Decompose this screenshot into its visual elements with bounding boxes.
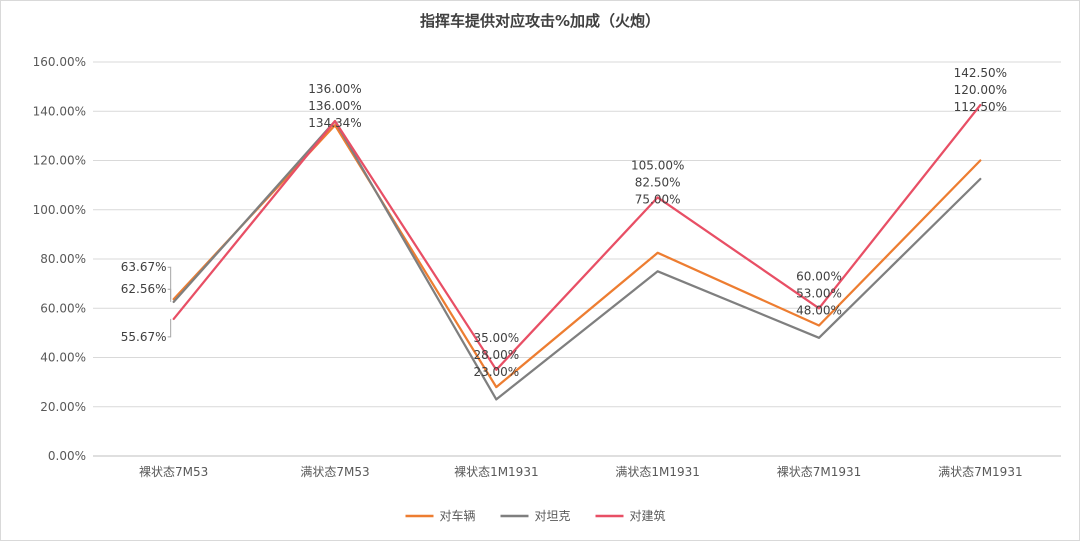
- data-labels: 63.67% 62.56% 55.67% 136.00% 136.00% 134.34% 3…: [121, 66, 1007, 379]
- leader-line: [167, 266, 172, 300]
- axes: 0.00% 20.00% 40.00% 60.00% 80.00% 100.00% 120.…: [33, 55, 1061, 479]
- data-label: 28.00%: [473, 348, 519, 362]
- series-line-对建筑: [172, 103, 982, 371]
- label-leader-lines: [167, 266, 172, 338]
- y-tick-label: 160.00%: [33, 55, 86, 69]
- x-tick-label: 满状态7M1931: [938, 465, 1023, 479]
- y-tick-label: 20.00%: [40, 400, 86, 414]
- data-label: 134.34%: [308, 116, 361, 130]
- data-label: 136.00%: [308, 99, 361, 113]
- chart-title: 指挥车提供对应攻击%加成（火炮）: [420, 12, 660, 30]
- legend: 对车辆 对坦克 对建筑: [405, 508, 666, 523]
- y-tick-label: 140.00%: [33, 104, 86, 118]
- x-tick-label: 裸状态7M1931: [777, 464, 862, 479]
- series-line-对坦克: [172, 119, 982, 401]
- data-label: 23.00%: [473, 365, 519, 379]
- y-tick-label: 60.00%: [40, 301, 86, 315]
- data-label: 105.00%: [631, 158, 684, 172]
- legend-label: 对车辆: [440, 508, 476, 523]
- x-tick-label: 满状态1M1931: [615, 465, 700, 479]
- gridlines: [93, 61, 1061, 408]
- data-label: 63.67%: [121, 260, 167, 274]
- data-label: 35.00%: [473, 331, 519, 345]
- y-tick-label: 0.00%: [48, 449, 86, 463]
- data-label: 142.50%: [954, 66, 1007, 80]
- legend-label: 对坦克: [535, 509, 571, 523]
- data-label: 62.56%: [121, 282, 167, 296]
- data-label: 136.00%: [308, 82, 361, 96]
- data-label: 60.00%: [796, 269, 842, 283]
- x-tick-label: 裸状态1M1931: [454, 464, 539, 479]
- x-tick-label: 满状态7M53: [300, 465, 369, 479]
- data-label: 120.00%: [954, 83, 1007, 97]
- x-tick-label: 裸状态7M53: [139, 464, 208, 479]
- y-tick-label: 40.00%: [40, 351, 86, 365]
- leader-line: [167, 318, 172, 338]
- y-tick-label: 80.00%: [40, 252, 86, 266]
- leader-line: [167, 288, 172, 302]
- y-tick-label: 120.00%: [33, 154, 86, 168]
- data-label: 82.50%: [635, 175, 681, 189]
- y-tick-label: 100.00%: [33, 203, 86, 217]
- legend-label: 对建筑: [630, 508, 666, 523]
- data-label: 53.00%: [796, 286, 842, 300]
- data-label: 48.00%: [796, 303, 842, 317]
- series-lines: [172, 103, 982, 401]
- data-label: 55.67%: [121, 330, 167, 344]
- data-label: 75.00%: [635, 192, 681, 206]
- data-label: 112.50%: [954, 100, 1007, 114]
